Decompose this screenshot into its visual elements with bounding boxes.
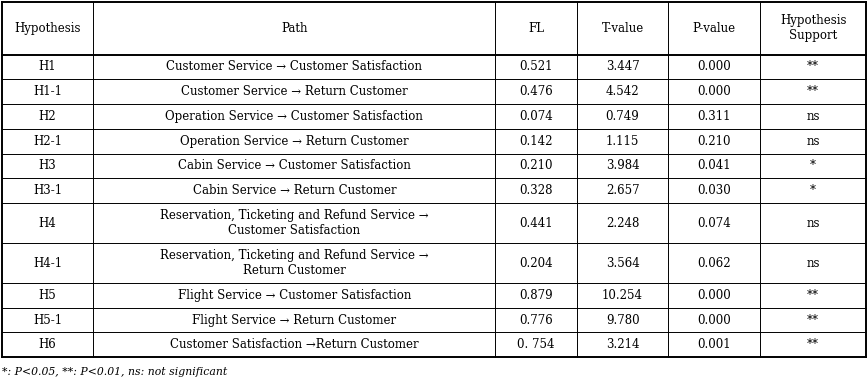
Text: 0.311: 0.311: [697, 110, 731, 123]
Text: ns: ns: [806, 217, 820, 229]
Text: 0.062: 0.062: [697, 257, 731, 270]
Text: P-value: P-value: [693, 22, 736, 35]
Text: 2.248: 2.248: [606, 217, 640, 229]
Text: Customer Service → Customer Satisfaction: Customer Service → Customer Satisfaction: [167, 60, 423, 73]
Text: 0.204: 0.204: [519, 257, 553, 270]
Text: 0.074: 0.074: [697, 217, 731, 229]
Text: 0.776: 0.776: [519, 314, 553, 327]
Text: *: *: [810, 184, 816, 197]
Text: 1.115: 1.115: [606, 135, 640, 148]
Text: H1-1: H1-1: [33, 85, 62, 98]
Text: Reservation, Ticketing and Refund Service →
Customer Satisfaction: Reservation, Ticketing and Refund Servic…: [160, 209, 429, 237]
Text: H5-1: H5-1: [33, 314, 62, 327]
Text: 0.441: 0.441: [519, 217, 553, 229]
Text: FL: FL: [528, 22, 544, 35]
Text: 0.142: 0.142: [519, 135, 553, 148]
Text: 0.074: 0.074: [519, 110, 553, 123]
Text: 0.210: 0.210: [697, 135, 731, 148]
Text: H2: H2: [39, 110, 56, 123]
Text: 0.000: 0.000: [697, 289, 731, 302]
Text: 0.000: 0.000: [697, 60, 731, 73]
Text: H3: H3: [39, 160, 56, 172]
Text: 0.476: 0.476: [519, 85, 553, 98]
Text: 0.000: 0.000: [697, 314, 731, 327]
Text: ns: ns: [806, 110, 820, 123]
Text: ns: ns: [806, 257, 820, 270]
Text: 0.210: 0.210: [519, 160, 553, 172]
Text: 0.001: 0.001: [697, 338, 731, 351]
Text: H2-1: H2-1: [33, 135, 62, 148]
Text: Cabin Service → Return Customer: Cabin Service → Return Customer: [193, 184, 396, 197]
Text: H4-1: H4-1: [33, 257, 62, 270]
Text: H4: H4: [39, 217, 56, 229]
Text: 3.214: 3.214: [606, 338, 640, 351]
Text: Flight Service → Return Customer: Flight Service → Return Customer: [193, 314, 397, 327]
Text: **: **: [807, 289, 819, 302]
Text: Path: Path: [281, 22, 307, 35]
Text: 0. 754: 0. 754: [517, 338, 555, 351]
Text: Customer Satisfaction →Return Customer: Customer Satisfaction →Return Customer: [170, 338, 418, 351]
Text: 0.521: 0.521: [519, 60, 553, 73]
Text: 0.749: 0.749: [606, 110, 640, 123]
Text: Reservation, Ticketing and Refund Service →
Return Customer: Reservation, Ticketing and Refund Servic…: [160, 249, 429, 277]
Text: 4.542: 4.542: [606, 85, 640, 98]
Text: 10.254: 10.254: [602, 289, 643, 302]
Text: 0.041: 0.041: [697, 160, 731, 172]
Text: 0.879: 0.879: [519, 289, 553, 302]
Text: Hypothesis: Hypothesis: [14, 22, 81, 35]
Text: *: P<0.05, **: P<0.01, ns: not significant: *: P<0.05, **: P<0.01, ns: not significa…: [2, 367, 227, 376]
Text: 3.447: 3.447: [606, 60, 640, 73]
Text: 3.564: 3.564: [606, 257, 640, 270]
Text: **: **: [807, 338, 819, 351]
Text: 9.780: 9.780: [606, 314, 640, 327]
Text: T-value: T-value: [602, 22, 644, 35]
Text: Customer Service → Return Customer: Customer Service → Return Customer: [181, 85, 408, 98]
Text: Flight Service → Customer Satisfaction: Flight Service → Customer Satisfaction: [178, 289, 411, 302]
Text: Operation Service → Customer Satisfaction: Operation Service → Customer Satisfactio…: [166, 110, 424, 123]
Text: **: **: [807, 85, 819, 98]
Text: **: **: [807, 314, 819, 327]
Text: 2.657: 2.657: [606, 184, 640, 197]
Text: ns: ns: [806, 135, 820, 148]
Text: H6: H6: [39, 338, 56, 351]
Text: H3-1: H3-1: [33, 184, 62, 197]
Text: 0.000: 0.000: [697, 85, 731, 98]
Text: 3.984: 3.984: [606, 160, 640, 172]
Text: Hypothesis
Support: Hypothesis Support: [779, 14, 846, 42]
Text: 0.030: 0.030: [697, 184, 731, 197]
Text: H1: H1: [39, 60, 56, 73]
Text: H5: H5: [39, 289, 56, 302]
Text: **: **: [807, 60, 819, 73]
Text: *: *: [810, 160, 816, 172]
Text: 0.328: 0.328: [519, 184, 553, 197]
Text: Cabin Service → Customer Satisfaction: Cabin Service → Customer Satisfaction: [178, 160, 411, 172]
Text: Operation Service → Return Customer: Operation Service → Return Customer: [180, 135, 409, 148]
